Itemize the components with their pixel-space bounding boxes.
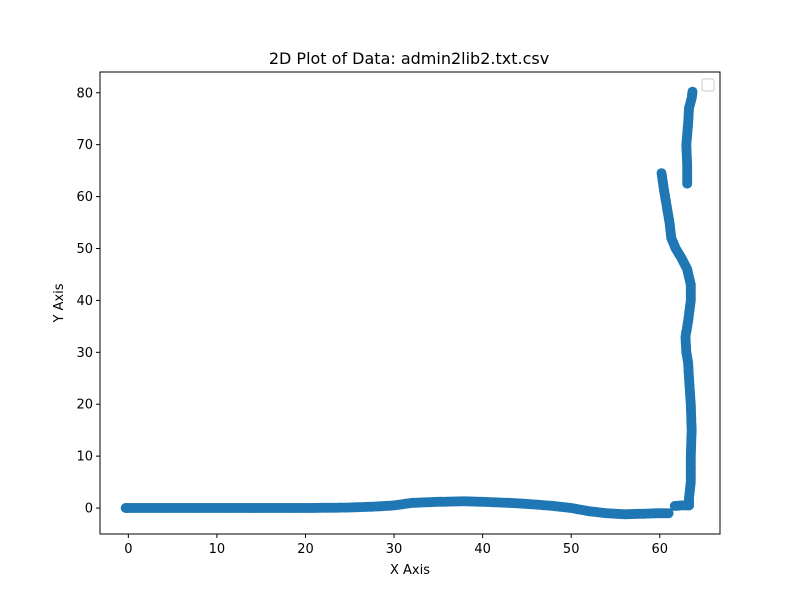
legend-box <box>701 78 715 92</box>
y-tick-label: 70 <box>76 138 93 153</box>
x-axis-label: X Axis <box>390 563 430 578</box>
x-tick-label: 10 <box>209 542 226 557</box>
x-tick-label: 20 <box>297 542 314 557</box>
y-tick-label: 30 <box>76 346 93 361</box>
plot-frame <box>99 71 721 535</box>
data-point <box>663 508 674 519</box>
y-tick-label: 60 <box>76 190 93 205</box>
y-tick-label: 0 <box>85 502 93 517</box>
x-tick-label: 60 <box>651 542 668 557</box>
chart-title: 2D Plot of Data: admin2lib2.txt.csv <box>269 49 549 68</box>
y-tick-label: 50 <box>76 242 93 257</box>
data-point <box>687 86 698 97</box>
x-tick-label: 50 <box>563 542 580 557</box>
y-tick-label: 80 <box>76 86 93 101</box>
x-tick-label: 40 <box>474 542 491 557</box>
data-point <box>656 168 667 179</box>
y-tick-label: 40 <box>76 294 93 309</box>
y-axis-label: Y Axis <box>52 283 67 323</box>
y-tick-label: 10 <box>76 450 93 465</box>
y-tick-label: 20 <box>76 398 93 413</box>
x-tick-label: 30 <box>386 542 403 557</box>
x-tick-label: 0 <box>124 542 132 557</box>
data-points <box>120 86 698 520</box>
y-axis-ticks: 0 10 20 30 40 50 60 70 80 <box>76 86 100 517</box>
x-axis-ticks: 0 10 20 30 40 50 60 <box>124 534 668 557</box>
